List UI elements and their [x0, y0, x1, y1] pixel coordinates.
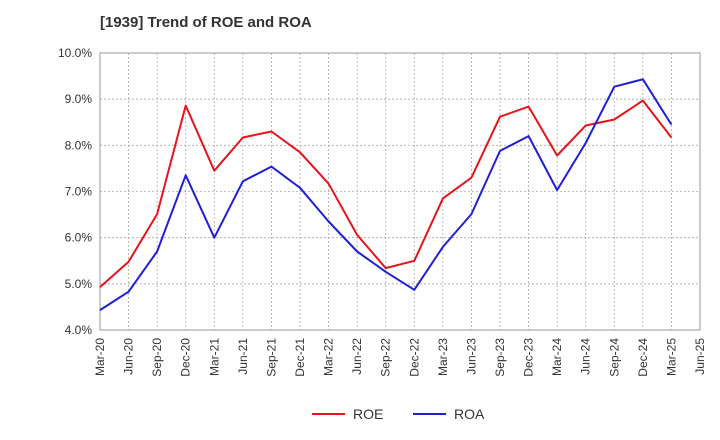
chart-title: [1939] Trend of ROE and ROA	[100, 14, 312, 31]
x-tick-label: Sep-20	[150, 338, 164, 377]
x-tick-label: Jun-21	[236, 338, 250, 375]
x-tick-label: Mar-20	[93, 338, 107, 376]
series-line-roa	[99, 78, 673, 311]
y-tick-label: 8.0%	[65, 138, 93, 152]
x-tick-label: Dec-22	[407, 338, 421, 377]
legend-label-roe: ROE	[353, 406, 383, 422]
x-tick-label: Dec-21	[293, 338, 307, 377]
x-tick-label: Jun-25	[693, 338, 707, 375]
x-tick-label: Dec-20	[179, 338, 193, 377]
y-axis-ticks: 4.0% 5.0% 6.0% 7.0% 8.0% 9.0% 10.0%	[58, 46, 92, 337]
series-lines	[99, 78, 673, 311]
x-tick-label: Jun-23	[464, 338, 478, 375]
grid-lines	[100, 53, 700, 330]
x-tick-label: Sep-21	[264, 338, 278, 377]
x-tick-label: Mar-22	[322, 338, 336, 376]
x-tick-label: Jun-20	[122, 338, 136, 375]
x-tick-label: Mar-23	[436, 338, 450, 376]
y-tick-label: 6.0%	[65, 231, 93, 245]
x-tick-label: Jun-22	[350, 338, 364, 375]
y-tick-label: 4.0%	[65, 323, 93, 337]
y-tick-label: 5.0%	[65, 277, 93, 291]
legend: ROE ROA	[312, 406, 485, 422]
x-tick-label: Dec-24	[636, 338, 650, 377]
legend-label-roa: ROA	[454, 406, 485, 422]
y-tick-label: 10.0%	[58, 46, 92, 60]
x-tick-label: Sep-22	[379, 338, 393, 377]
y-tick-label: 9.0%	[65, 92, 93, 106]
x-tick-label: Mar-24	[550, 338, 564, 376]
y-tick-label: 7.0%	[65, 185, 93, 199]
series-line-roe	[99, 99, 673, 288]
x-tick-label: Jun-24	[579, 338, 593, 375]
x-tick-label: Mar-25	[664, 338, 678, 376]
plot-area-border	[99, 52, 701, 331]
x-tick-label: Dec-23	[522, 338, 536, 377]
x-tick-label: Sep-24	[607, 338, 621, 377]
x-tick-label: Mar-21	[207, 338, 221, 376]
x-tick-label: Sep-23	[493, 338, 507, 377]
x-axis-ticks: Mar-20 Jun-20 Sep-20 Dec-20 Mar-21 Jun-21 Sep-…	[93, 338, 707, 377]
